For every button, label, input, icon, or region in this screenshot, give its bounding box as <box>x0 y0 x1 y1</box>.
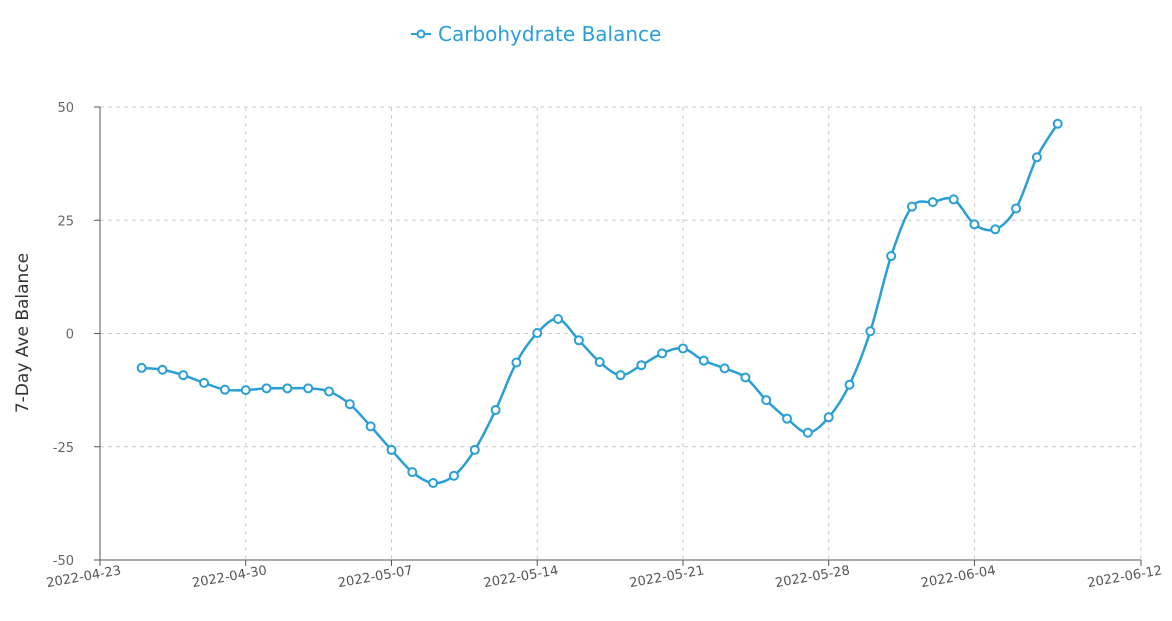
data-point <box>178 370 189 381</box>
data-point <box>407 467 418 478</box>
x-tick-label: 2022-05-07 <box>337 563 414 591</box>
chart-legend: Carbohydrate Balance <box>410 22 661 46</box>
data-point <box>469 444 480 455</box>
series-line <box>141 123 1059 485</box>
data-point <box>657 348 668 359</box>
grid-lines <box>100 106 1142 560</box>
legend-marker-icon <box>411 29 431 39</box>
data-point <box>990 224 1001 235</box>
data-point <box>802 427 813 438</box>
data-point <box>553 314 564 325</box>
data-point <box>240 385 251 396</box>
data-point <box>1011 203 1022 214</box>
data-point <box>886 251 897 262</box>
data-point <box>761 395 772 406</box>
data-point <box>698 355 709 366</box>
data-point <box>199 377 210 388</box>
data-point <box>740 372 751 383</box>
x-tick-label: 2022-06-04 <box>920 563 997 591</box>
data-point <box>1052 118 1063 129</box>
data-point <box>927 197 938 208</box>
data-point <box>261 383 272 394</box>
data-point <box>324 386 335 397</box>
data-point <box>823 412 834 423</box>
data-point <box>303 383 314 394</box>
x-tick-label: 2022-06-12 <box>1086 563 1163 591</box>
data-point <box>490 405 501 416</box>
y-tick-label: -50 <box>53 554 74 569</box>
legend-label: Carbohydrate Balance <box>438 22 662 46</box>
y-tick-label: -25 <box>53 441 74 456</box>
series-carbohydrate-balance <box>136 118 1063 488</box>
x-axis-ticks: 2022-04-23 2022-04-30 2022-05-07 2022-05-14… <box>45 560 1163 591</box>
data-point <box>719 363 730 374</box>
y-tick-label: 25 <box>57 214 74 229</box>
data-point <box>782 413 793 424</box>
data-point <box>344 399 355 410</box>
data-point <box>615 370 626 381</box>
data-point <box>386 444 397 455</box>
data-point <box>865 326 876 337</box>
data-point <box>1031 152 1042 163</box>
data-point <box>282 383 293 394</box>
data-point <box>219 384 230 395</box>
data-point <box>448 470 459 481</box>
data-point <box>365 421 376 432</box>
y-tick-label: 0 <box>66 328 74 343</box>
data-point <box>428 477 439 488</box>
y-axis-label: 7-Day Ave Balance <box>13 253 33 413</box>
data-point <box>136 362 147 373</box>
data-point <box>844 379 855 390</box>
x-tick-label: 2022-05-28 <box>774 563 851 591</box>
data-point <box>594 357 605 368</box>
data-point <box>573 335 584 346</box>
y-axis-ticks: 50 25 0 -25 -50 <box>53 101 100 569</box>
data-point <box>906 201 917 212</box>
data-point <box>677 343 688 354</box>
y-tick-label: 50 <box>57 101 74 116</box>
x-tick-label: 2022-05-14 <box>483 563 560 591</box>
x-tick-label: 2022-05-21 <box>628 563 705 591</box>
data-point <box>157 364 168 375</box>
data-point <box>511 357 522 368</box>
data-point <box>948 194 959 205</box>
data-point <box>532 328 543 339</box>
x-tick-label: 2022-04-30 <box>191 563 268 591</box>
data-point <box>636 360 647 371</box>
data-point <box>969 219 980 230</box>
